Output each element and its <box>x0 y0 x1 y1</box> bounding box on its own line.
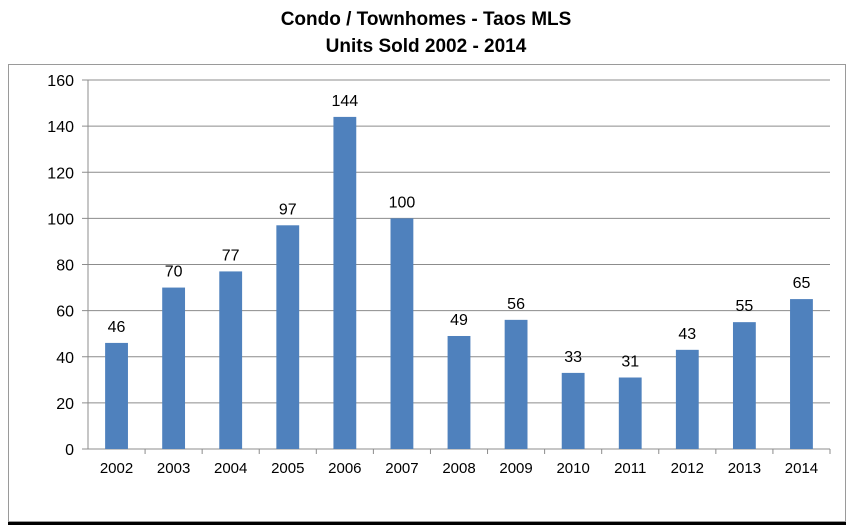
x-tick-label: 2009 <box>499 460 532 477</box>
bar <box>732 322 756 449</box>
bar <box>333 116 357 450</box>
y-tick-label: 140 <box>47 119 74 136</box>
x-tick-label: 2011 <box>614 460 646 477</box>
data-label: 43 <box>678 326 696 343</box>
x-tick-label: 2007 <box>385 460 418 477</box>
bar <box>618 377 642 449</box>
y-tick-label: 160 <box>47 73 74 90</box>
data-label: 33 <box>564 349 582 366</box>
data-label: 100 <box>389 194 416 211</box>
chart-frame <box>8 64 846 522</box>
y-tick-label: 20 <box>56 396 74 413</box>
bar <box>105 342 128 449</box>
data-label: 46 <box>108 319 126 336</box>
chart-title: Condo / Townhomes - Taos MLS <box>280 9 572 30</box>
x-tick-label: 2004 <box>214 460 247 477</box>
bar <box>447 335 471 449</box>
x-tick-label: 2003 <box>157 460 190 477</box>
data-label: 31 <box>621 354 639 371</box>
x-tick-label: 2008 <box>442 460 475 477</box>
bar <box>790 299 813 449</box>
bar <box>276 225 300 449</box>
bar <box>162 287 186 449</box>
data-label: 97 <box>279 201 297 218</box>
bar <box>504 319 528 449</box>
y-tick-label: 80 <box>56 258 74 275</box>
y-tick-label: 60 <box>56 304 74 321</box>
bottom-rule <box>8 522 846 525</box>
x-tick-label: 2006 <box>328 460 361 477</box>
y-tick-label: 0 <box>65 442 74 459</box>
data-label: 55 <box>735 298 753 315</box>
data-label: 49 <box>450 312 468 329</box>
x-tick-label: 2002 <box>100 460 133 477</box>
data-label: 77 <box>222 247 240 264</box>
bar <box>675 349 699 449</box>
bar <box>219 271 243 449</box>
y-tick-label: 40 <box>56 350 74 367</box>
data-label: 65 <box>793 275 811 292</box>
x-tick-label: 2010 <box>556 460 589 477</box>
x-tick-label: 2012 <box>671 460 704 477</box>
chart-subtitle: Units Sold 2002 - 2014 <box>325 36 527 57</box>
y-tick-label: 100 <box>47 211 74 228</box>
y-tick-label: 120 <box>47 165 74 182</box>
bar <box>390 218 414 449</box>
data-label: 144 <box>331 93 358 110</box>
data-label: 56 <box>507 296 525 313</box>
x-tick-label: 2013 <box>728 460 761 477</box>
bar <box>561 372 585 449</box>
x-tick-label: 2014 <box>785 460 818 477</box>
data-label: 70 <box>165 264 183 281</box>
x-tick-label: 2005 <box>271 460 304 477</box>
